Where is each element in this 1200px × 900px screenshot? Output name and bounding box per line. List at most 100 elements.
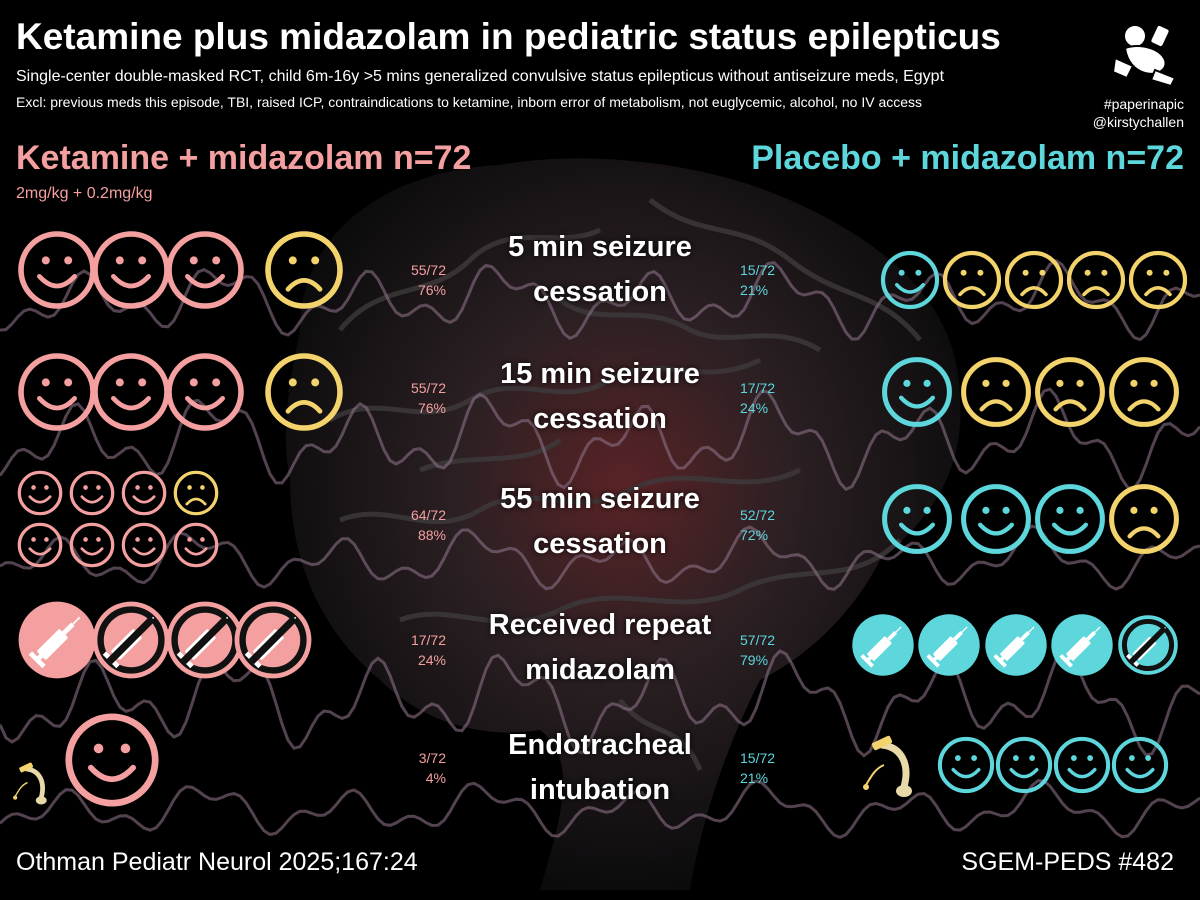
happy-face-icon xyxy=(1035,484,1105,554)
author-handle: @kirstychallen xyxy=(1092,114,1184,130)
hashtag: #paperinapic xyxy=(1103,96,1184,112)
ketamine-percent: 76% xyxy=(417,282,446,298)
placebo-count: 52/72 xyxy=(740,507,776,523)
ketamine-stat-intubation: 3/72 4% xyxy=(370,748,446,788)
sad-face-icon xyxy=(173,470,219,516)
ketamine-count: 55/72 xyxy=(410,380,446,396)
outcome-label-line2: cessation xyxy=(533,528,667,560)
happy-face-icon xyxy=(69,470,115,516)
happy-face-icon xyxy=(69,522,115,568)
happy-face-icon xyxy=(92,353,170,431)
placebo-percent: 72% xyxy=(740,527,769,543)
outcome-5min-label: 5 min seizure cessation xyxy=(450,225,750,315)
placebo-stat-repeat-midazolam: 57/72 79% xyxy=(740,630,820,670)
outcome-label-line1: 5 min seizure xyxy=(508,231,692,263)
no-syringe-icon xyxy=(92,601,170,679)
happy-face-icon xyxy=(166,353,244,431)
syringe-icon xyxy=(918,614,980,676)
outcome-55min-label: 55 min seizure cessation xyxy=(450,477,750,567)
happy-face-icon xyxy=(121,522,167,568)
happy-face-icon xyxy=(995,736,1053,794)
placebo-percent: 79% xyxy=(740,652,769,668)
ketamine-count: 55/72 xyxy=(410,262,446,278)
placebo-percent: 21% xyxy=(740,770,769,786)
no-syringe-icon xyxy=(234,601,312,679)
placebo-count: 57/72 xyxy=(740,632,776,648)
happy-face-icon xyxy=(937,736,995,794)
placebo-count: 17/72 xyxy=(740,380,776,396)
placebo-stat-15min: 17/72 24% xyxy=(740,378,820,418)
endotracheal-tube-icon xyxy=(863,735,912,797)
happy-face-icon xyxy=(880,250,940,310)
sad-face-icon xyxy=(1109,484,1179,554)
ketamine-stat-repeat-midazolam: 17/72 24% xyxy=(370,630,446,670)
happy-face-icon xyxy=(1053,736,1111,794)
happy-face-icon xyxy=(961,484,1031,554)
happy-face-icon xyxy=(882,484,952,554)
ketamine-percent: 4% xyxy=(425,770,446,786)
ketamine-percent: 88% xyxy=(417,527,446,543)
sad-face-icon xyxy=(961,357,1031,427)
ketamine-dose: 2mg/kg + 0.2mg/kg xyxy=(16,185,153,202)
outcome-label-line1: 55 min seizure xyxy=(500,483,700,515)
no-syringe-icon xyxy=(1118,615,1178,675)
syringe-icon xyxy=(18,601,96,679)
sad-face-icon xyxy=(265,353,343,431)
happy-face-icon xyxy=(121,470,167,516)
ketamine-arm-label: Ketamine + midazolam n=72 xyxy=(16,139,472,177)
outcome-label-line1: Endotracheal xyxy=(508,729,692,761)
outcome-label-line1: 15 min seizure xyxy=(500,358,700,390)
brain-shape xyxy=(285,158,961,890)
placebo-stat-55min: 52/72 72% xyxy=(740,505,820,545)
happy-face-icon xyxy=(173,522,219,568)
placebo-stat-intubation: 15/72 21% xyxy=(740,748,820,788)
ketamine-percent: 24% xyxy=(417,652,446,668)
series-label: SGEM-PEDS #482 xyxy=(961,848,1174,876)
ketamine-count: 64/72 xyxy=(410,507,446,523)
outcome-label-line2: cessation xyxy=(533,276,667,308)
paperinapic-logo-icon xyxy=(1111,23,1177,88)
citation: Othman Pediatr Neurol 2025;167:24 xyxy=(16,848,418,876)
placebo-count: 15/72 xyxy=(740,262,776,278)
ketamine-stat-5min: 55/72 76% xyxy=(370,260,446,300)
sad-face-icon xyxy=(942,250,1002,310)
sad-face-icon xyxy=(1066,250,1126,310)
outcome-intubation-label: Endotracheal intubation xyxy=(450,723,750,813)
placebo-arm-label: Placebo + midazolam n=72 xyxy=(751,139,1184,177)
sad-face-icon xyxy=(1035,357,1105,427)
outcome-label-line2: midazolam xyxy=(525,654,675,686)
sad-face-icon xyxy=(1109,357,1179,427)
sad-face-icon xyxy=(1128,250,1188,310)
outcome-label-line2: cessation xyxy=(533,403,667,435)
placebo-count: 15/72 xyxy=(740,750,776,766)
happy-face-icon xyxy=(17,470,63,516)
endotracheal-tube-icon xyxy=(13,762,47,805)
happy-face-icon xyxy=(18,353,96,431)
sad-face-icon xyxy=(1004,250,1064,310)
happy-face-icon xyxy=(65,713,159,807)
happy-face-icon xyxy=(92,231,170,309)
happy-face-icon xyxy=(17,522,63,568)
outcome-15min-label: 15 min seizure cessation xyxy=(450,352,750,442)
eeg-traces xyxy=(0,259,1200,840)
sad-face-icon xyxy=(265,231,343,309)
happy-face-icon xyxy=(1111,736,1169,794)
ketamine-count: 3/72 xyxy=(418,750,446,766)
ketamine-percent: 76% xyxy=(417,400,446,416)
exclusion-criteria: Excl: previous meds this episode, TBI, r… xyxy=(16,94,923,110)
outcome-label-line2: intubation xyxy=(529,774,671,806)
placebo-stat-5min: 15/72 21% xyxy=(740,260,820,300)
placebo-percent: 24% xyxy=(740,400,769,416)
ketamine-stat-55min: 64/72 88% xyxy=(370,505,446,545)
happy-face-icon xyxy=(166,231,244,309)
syringe-icon xyxy=(985,614,1047,676)
ketamine-count: 17/72 xyxy=(410,632,446,648)
outcome-repeat-midazolam-label: Received repeat midazolam xyxy=(450,603,750,693)
ketamine-stat-15min: 55/72 76% xyxy=(370,378,446,418)
syringe-icon xyxy=(852,614,914,676)
placebo-percent: 21% xyxy=(740,282,769,298)
happy-face-icon xyxy=(18,231,96,309)
page-title: Ketamine plus midazolam in pediatric sta… xyxy=(16,16,1001,57)
happy-face-icon xyxy=(882,357,952,427)
